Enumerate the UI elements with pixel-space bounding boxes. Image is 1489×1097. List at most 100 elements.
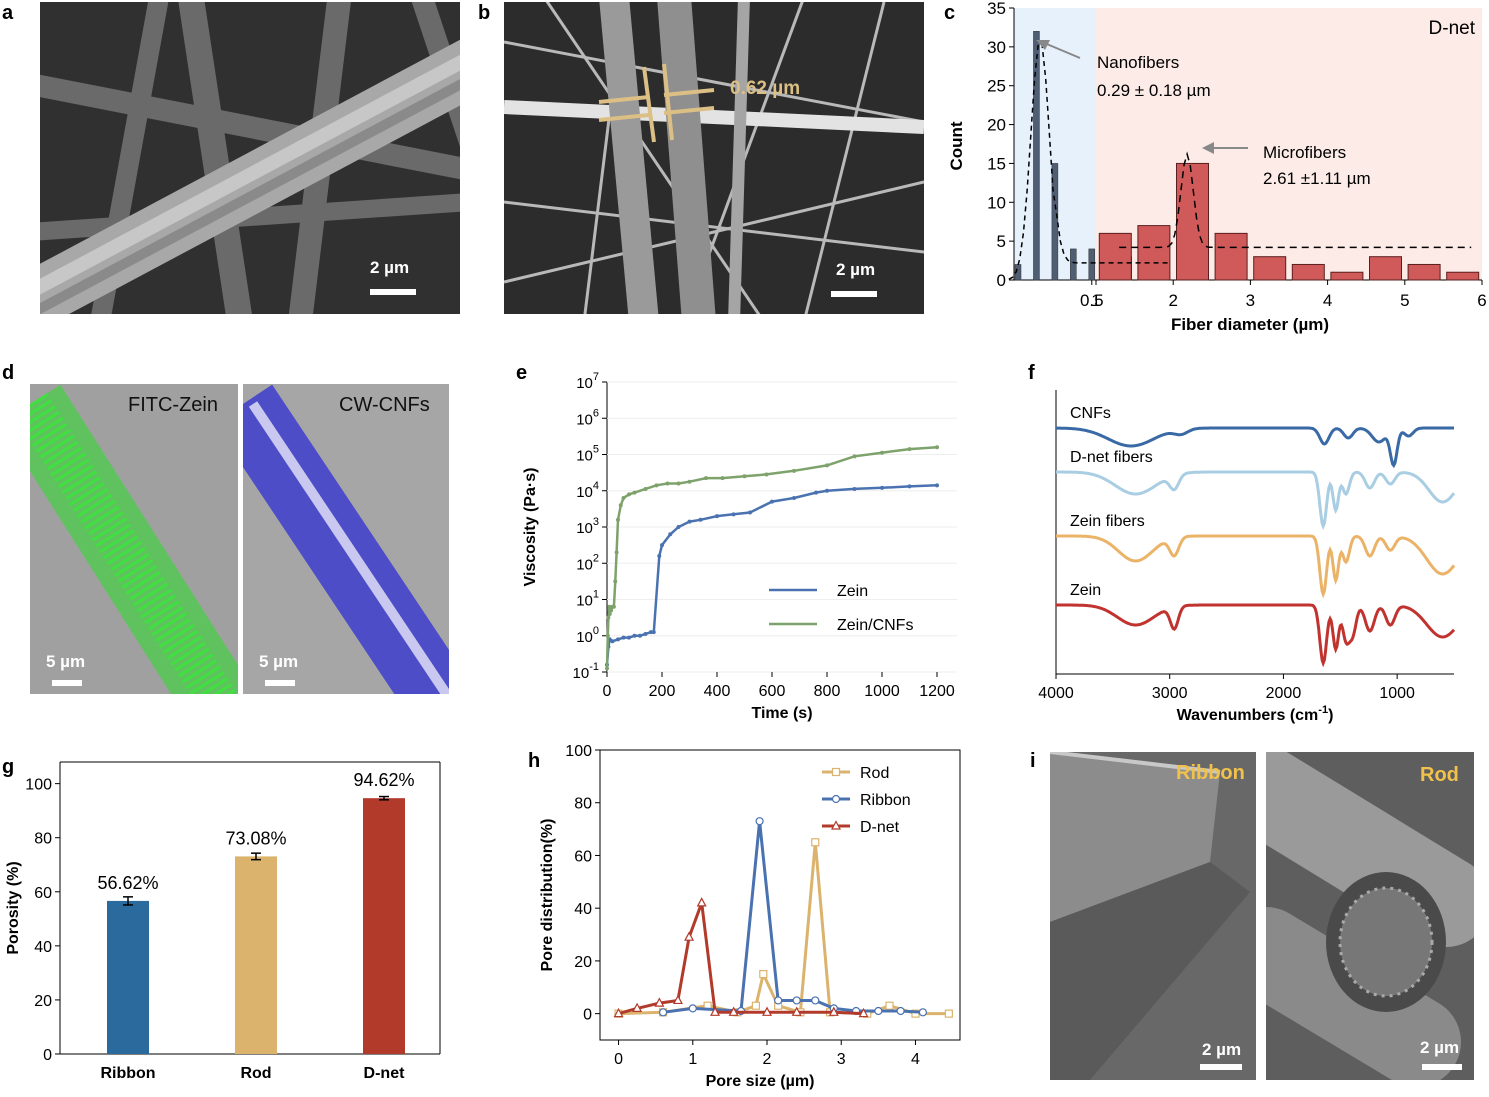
legend-label: Ribbon: [860, 792, 911, 809]
nanofiber-arrowhead: [1036, 40, 1050, 50]
series-point-1: [609, 608, 614, 613]
series-line-rod: [618, 842, 949, 1016]
cw-cnfs-label: CW-CNFs: [339, 394, 430, 416]
x-tick-label: 3: [1246, 291, 1255, 310]
y-tick-label: 20: [574, 954, 592, 971]
bar-ribbon: [107, 900, 149, 1054]
y-tick-label: 80: [34, 831, 52, 848]
micro-bar: [1253, 256, 1287, 281]
data-point: [811, 996, 820, 1005]
data-point: [918, 1008, 927, 1017]
x-tick-label: 1000: [1379, 685, 1415, 702]
panel-letter-c: c: [944, 2, 956, 24]
panel-letter-a: a: [2, 2, 14, 24]
micro-bar: [1407, 263, 1441, 281]
x-tick-label: 0: [603, 683, 612, 700]
series-point-0: [668, 532, 673, 537]
value-label: 94.62%: [353, 770, 414, 790]
data-point: [874, 1006, 883, 1016]
y-tick-label: 30: [987, 38, 1006, 57]
x-tick-label: 2: [1168, 291, 1177, 310]
series-point-1: [611, 604, 616, 609]
y-axis-label: Viscosity (Pa·s): [522, 468, 539, 587]
x-tick-label: 0.5: [1080, 291, 1104, 310]
series-point-0: [610, 639, 615, 644]
ribbon-label: Ribbon: [1176, 762, 1245, 784]
micro-bar: [1369, 256, 1402, 281]
y-tick-label: 40: [574, 901, 592, 918]
series-point-1: [613, 579, 618, 584]
x-tick-label: 6: [1477, 291, 1486, 310]
category-label: Ribbon: [100, 1065, 155, 1082]
y-tick-label: 15: [987, 154, 1006, 173]
x-tick-label: 1200: [919, 683, 955, 700]
x-tick-label: 0: [614, 1051, 623, 1068]
scale-bar-d-right: [265, 680, 295, 686]
series-point-0: [748, 510, 752, 515]
scale-label-b: 2 µm: [836, 260, 876, 279]
y-tick-label: 101: [576, 589, 599, 610]
series-point-1: [764, 472, 769, 477]
micro-bar: [1137, 225, 1171, 281]
series-point-1: [607, 604, 612, 609]
series-point-1: [704, 476, 708, 481]
series-point-1: [825, 463, 829, 468]
series-point-1: [643, 486, 648, 491]
micro-bar: [1446, 271, 1480, 281]
bar-rod: [235, 856, 277, 1054]
micro-bar: [1214, 232, 1248, 281]
series-point-1: [792, 468, 796, 473]
series-point-1: [621, 496, 626, 500]
micro-bar: [1330, 271, 1364, 281]
y-tick-label: 100: [25, 777, 52, 794]
series-point-0: [715, 514, 719, 519]
data-point: [944, 1009, 953, 1018]
fluorescence-image-fitc-zein: FITC-Zein 5 µm: [30, 384, 238, 694]
micro-fit-curve: [1119, 151, 1472, 249]
series-point-1: [720, 476, 725, 481]
ftir-chart: 4000 3000 2000 1000 Wavenumbers (cm-1) CNFs D-…: [1038, 390, 1456, 724]
data-point: [755, 817, 764, 826]
data-point: [911, 1009, 920, 1018]
series-point-0: [814, 490, 818, 495]
ftir-line-0: [1056, 426, 1454, 469]
nano-bar: [1088, 248, 1096, 281]
ftir-line-2: [1056, 534, 1456, 599]
series-point-1: [606, 615, 611, 620]
y-tick-label: 10: [987, 193, 1006, 212]
y-tick-label: 107: [576, 371, 599, 392]
panel-letter-d: d: [2, 362, 15, 384]
fitc-zein-label: FITC-Zein: [128, 394, 218, 416]
series-point-1: [607, 612, 612, 616]
y-tick-label: 25: [987, 77, 1006, 96]
scale-label-d-left: 5 µm: [46, 652, 86, 671]
data-point: [828, 1006, 839, 1016]
x-tick-label: 200: [649, 683, 676, 700]
y-axis-label: Porosity (%): [5, 861, 22, 954]
series-point-0: [935, 483, 939, 488]
data-point: [762, 1006, 773, 1016]
series-point-0: [852, 486, 857, 491]
sem-image-ribbon: Ribbon 2 µm: [1050, 752, 1256, 1080]
data-point: [684, 931, 695, 941]
x-tick-label: 800: [814, 683, 841, 700]
plot-frame: [599, 749, 961, 1041]
y-tick-label: 0: [997, 271, 1006, 290]
series-point-0: [880, 485, 884, 490]
series-point-1: [742, 474, 747, 479]
microfiber-stat: 2.61 ±1.11 µm: [1263, 169, 1371, 188]
x-axis-label: Pore size (µm): [706, 1073, 815, 1090]
series-point-1: [605, 666, 609, 671]
y-axis-label: Pore distribution(%): [539, 819, 556, 972]
x-tick-label: 2: [763, 1051, 772, 1068]
ftir-label-2: Zein fibers: [1070, 513, 1145, 530]
x-tick-label: 1: [1091, 291, 1100, 310]
y-tick-label: 0: [583, 1007, 592, 1024]
x-tick-label: 4: [1323, 291, 1332, 310]
legend-marker: [831, 820, 841, 830]
series-point-0: [627, 635, 631, 640]
y-tick-label: 20: [34, 993, 52, 1010]
series-point-0: [907, 484, 912, 489]
series-point-1: [616, 517, 620, 522]
scale-bar-a: [370, 289, 416, 295]
